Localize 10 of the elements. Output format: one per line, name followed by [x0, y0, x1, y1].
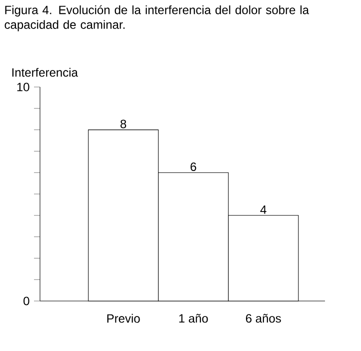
- y-axis-title: Interferencia: [12, 68, 78, 77]
- chart-title: Figura 4. Evolución de la interferencia del dolor sobre la capacidad de caminar.: [4, 5, 310, 32]
- data-label: 8: [120, 120, 126, 128]
- y-tick-label: 0: [24, 296, 30, 306]
- data-label: 4: [260, 206, 266, 214]
- x-tick-label: 6 años: [246, 314, 281, 323]
- x-tick-label: 1 año: [179, 314, 208, 323]
- x-tick-label: Previo: [107, 314, 140, 323]
- data-label: 6: [190, 162, 196, 172]
- y-tick-label: 10: [17, 82, 30, 92]
